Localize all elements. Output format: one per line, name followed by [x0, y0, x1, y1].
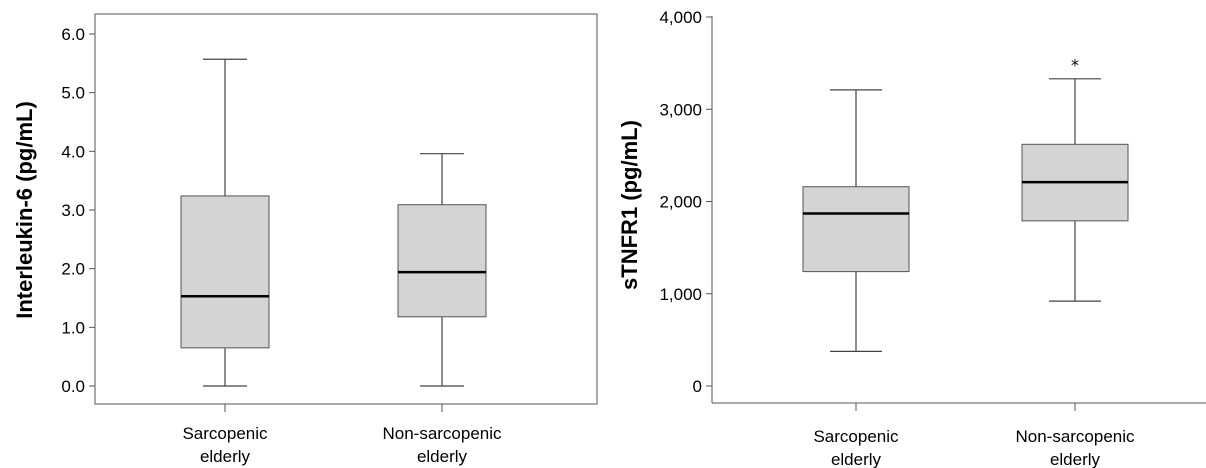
y-tick-label: 3.0	[61, 201, 85, 220]
outlier-marker: *	[1071, 55, 1079, 74]
y-tick-label: 0	[693, 377, 702, 396]
y-tick-label: 0.0	[61, 377, 85, 396]
category-label-line2: elderly	[200, 447, 251, 466]
category-label-line2: elderly	[1050, 450, 1101, 468]
y-tick-label: 5.0	[61, 84, 85, 103]
y-tick-label: 3,000	[659, 100, 702, 119]
y-axis-label: sTNFR1 (pg/mL)	[617, 120, 642, 290]
y-tick-label: 4,000	[659, 8, 702, 27]
iqr-box	[180, 195, 270, 349]
y-tick-label: 2,000	[659, 193, 702, 212]
iqr-box	[397, 204, 487, 318]
category-label-line1: Non-sarcopenic	[1015, 427, 1135, 446]
y-axis-label: Interleukin-6 (pg/mL)	[12, 101, 37, 319]
category-label-line1: Non-sarcopenic	[382, 424, 502, 443]
y-tick-label: 1,000	[659, 285, 702, 304]
iqr-box	[802, 186, 910, 273]
category-label-line2: elderly	[417, 447, 468, 466]
chart-stnfr1: 0 1,000 2,000 3,000 4,000 * sTNFR1 (pg/mL) S…	[617, 8, 1206, 468]
y-tick-label: 4.0	[61, 142, 85, 161]
plot-frame	[94, 13, 598, 405]
chart-il6: 0.0 1.0 2.0 3.0 4.0 5.0 6.0 Interleukin-6 (pg/…	[12, 13, 598, 466]
y-tick-label: 6.0	[61, 25, 85, 44]
category-label-line1: Sarcopenic	[813, 427, 899, 446]
category-label-line2: elderly	[831, 450, 882, 468]
y-tick-label: 2.0	[61, 260, 85, 279]
category-label-line1: Sarcopenic	[182, 424, 268, 443]
y-tick-label: 1.0	[61, 318, 85, 337]
